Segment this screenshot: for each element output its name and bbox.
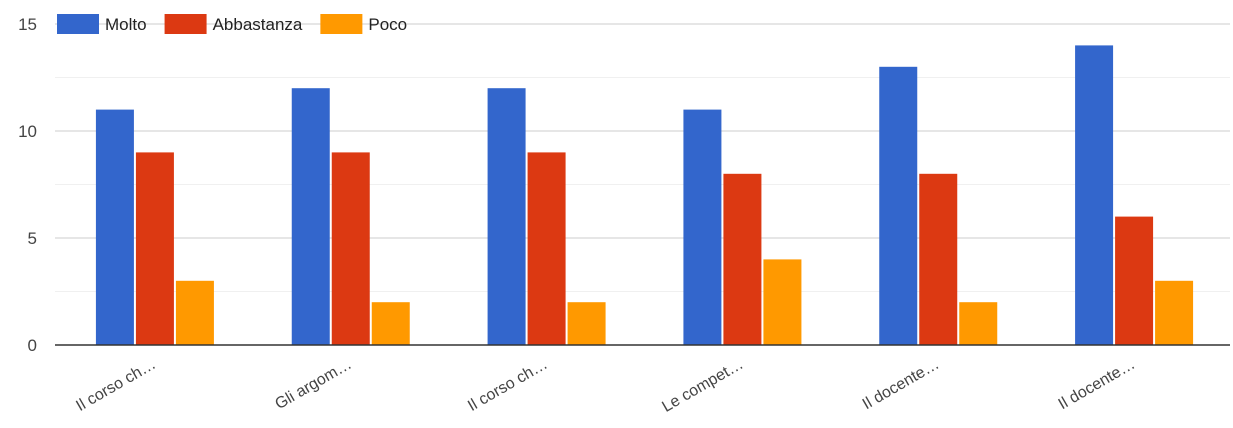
legend-swatch — [57, 14, 99, 34]
bar-abbastanza-4[interactable] — [723, 173, 762, 345]
bar-poco-5[interactable] — [959, 302, 998, 345]
bar-abbastanza-1[interactable] — [135, 152, 174, 345]
bar-molto-4[interactable] — [683, 109, 722, 345]
bar-abbastanza-6[interactable] — [1115, 216, 1154, 345]
legend-swatch — [164, 14, 207, 34]
y-tick-label: 5 — [28, 229, 37, 248]
y-axis-tick-labels: 0 5 10 15 — [18, 15, 37, 355]
bar-abbastanza-5[interactable] — [919, 173, 958, 345]
x-tick-label: Gli argom… — [272, 356, 354, 413]
legend-swatch — [320, 14, 363, 34]
gridlines — [55, 23, 1230, 292]
bar-poco-6[interactable] — [1155, 280, 1194, 345]
bar-molto-6[interactable] — [1075, 45, 1114, 346]
bars — [95, 45, 1194, 346]
bar-molto-5[interactable] — [879, 66, 918, 346]
y-tick-label: 15 — [18, 15, 37, 34]
bar-abbastanza-3[interactable] — [527, 152, 566, 345]
bar-molto-2[interactable] — [291, 88, 330, 345]
x-tick-label: Il docente… — [1056, 356, 1138, 413]
x-axis-tick-labels: Il corso ch… Gli argom… Il corso ch… Le com… — [73, 356, 1138, 416]
bar-poco-4[interactable] — [763, 259, 802, 345]
y-tick-label: 0 — [28, 336, 37, 355]
x-tick-label: Il docente… — [860, 356, 942, 413]
bar-poco-3[interactable] — [567, 302, 606, 345]
bar-molto-1[interactable] — [95, 109, 134, 345]
legend[interactable]: Molto Abbastanza Poco — [57, 14, 407, 34]
legend-label: Abbastanza — [213, 15, 303, 34]
legend-item-abbastanza[interactable]: Abbastanza — [164, 14, 303, 34]
legend-label: Molto — [105, 15, 147, 34]
bar-poco-1[interactable] — [175, 280, 214, 345]
legend-item-poco[interactable]: Poco — [320, 14, 407, 34]
bar-poco-2[interactable] — [371, 302, 410, 345]
legend-item-molto[interactable]: Molto — [57, 14, 147, 34]
x-tick-label: Il corso ch… — [73, 356, 159, 415]
bar-abbastanza-2[interactable] — [331, 152, 370, 345]
bar-molto-3[interactable] — [487, 88, 526, 345]
legend-label: Poco — [368, 15, 407, 34]
x-tick-label: Le compet… — [659, 356, 746, 416]
y-tick-label: 10 — [18, 122, 37, 141]
x-tick-label: Il corso ch… — [465, 356, 551, 415]
